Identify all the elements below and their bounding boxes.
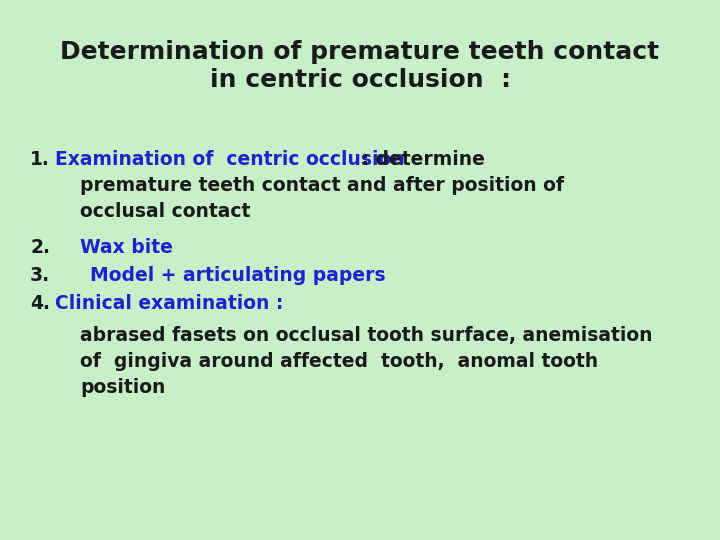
Text: : determine: : determine — [355, 150, 485, 169]
Text: Clinical examination :: Clinical examination : — [55, 294, 284, 313]
Text: 1.: 1. — [30, 150, 50, 169]
Text: Examination of  centric occlusion: Examination of centric occlusion — [55, 150, 405, 169]
Text: Model + articulating papers: Model + articulating papers — [90, 266, 386, 285]
Text: abrased fasets on occlusal tooth surface, anemisation: abrased fasets on occlusal tooth surface… — [80, 326, 652, 345]
Text: 2.: 2. — [30, 238, 50, 257]
Text: occlusal contact: occlusal contact — [80, 202, 251, 221]
Text: of  gingiva around affected  tooth,  anomal tooth: of gingiva around affected tooth, anomal… — [80, 352, 598, 371]
Text: 3.: 3. — [30, 266, 50, 285]
Text: in centric occlusion  :: in centric occlusion : — [210, 68, 510, 92]
Text: Determination of premature teeth contact: Determination of premature teeth contact — [60, 40, 660, 64]
Text: premature teeth contact and after position of: premature teeth contact and after positi… — [80, 176, 564, 195]
Text: Wax bite: Wax bite — [80, 238, 173, 257]
Text: position: position — [80, 378, 166, 397]
Text: 4.: 4. — [30, 294, 50, 313]
